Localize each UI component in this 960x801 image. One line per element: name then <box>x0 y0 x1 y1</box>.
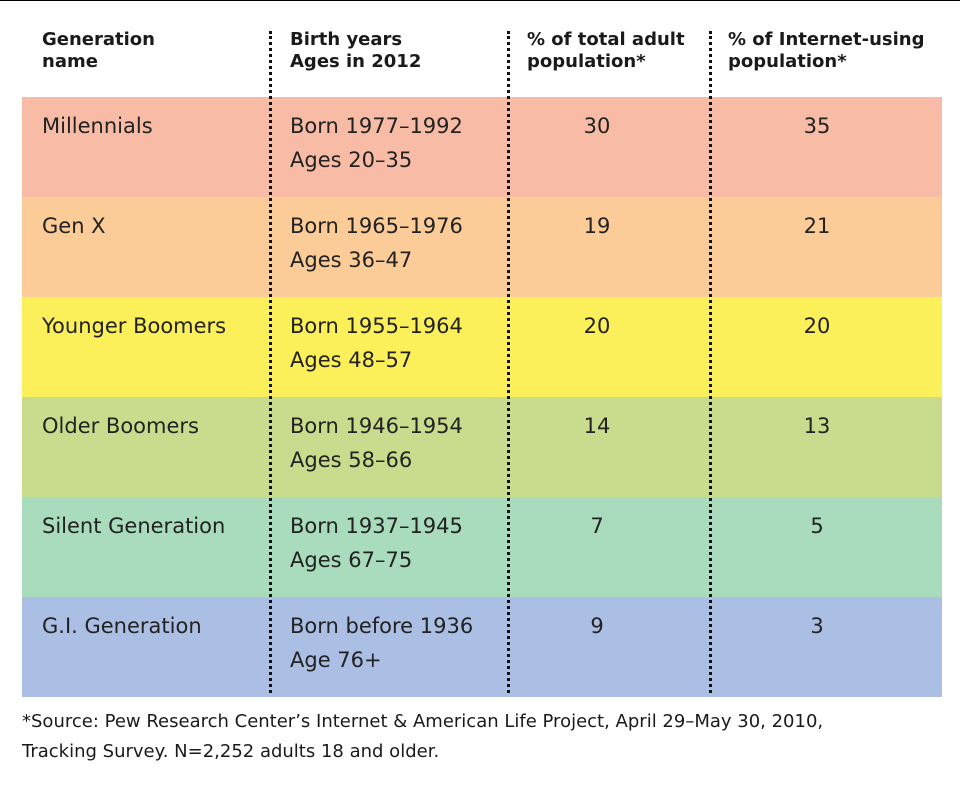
birth-years: Born 1946–1954 Ages 58–66 <box>290 409 463 477</box>
header-line: % of Internet-using <box>728 29 925 50</box>
ages: Ages 58–66 <box>290 448 413 472</box>
pct-internet: 21 <box>803 214 831 238</box>
born: Born before 1936 <box>290 614 474 638</box>
header-col: Birth years Ages in 2012 <box>290 29 421 73</box>
divider <box>507 31 510 693</box>
generation-name: Millennials <box>42 114 153 138</box>
header-line: name <box>42 51 98 72</box>
divider <box>709 31 712 693</box>
born: Born 1937–1945 <box>290 514 463 538</box>
birth-years: Born 1937–1945 Ages 67–75 <box>290 509 463 577</box>
table-row: Gen X Born 1965–1976 Ages 36–47 19 21 <box>22 197 942 297</box>
born: Born 1955–1964 <box>290 314 463 338</box>
ages: Ages 36–47 <box>290 248 413 272</box>
header-line: population* <box>527 51 646 72</box>
pct-adult: 19 <box>583 214 611 238</box>
table-row: Younger Boomers Born 1955–1964 Ages 48–57 2… <box>22 297 942 397</box>
table-row: Silent Generation Born 1937–1945 Ages 67–7… <box>22 497 942 597</box>
generation-name: G.I. Generation <box>42 614 202 638</box>
pct-internet: 20 <box>803 314 831 338</box>
pct-internet: 13 <box>803 414 831 438</box>
table-row: G.I. Generation Born before 1936 Age 76+ 9 3 <box>22 597 942 697</box>
pct-adult: 7 <box>590 514 604 538</box>
generation-name: Silent Generation <box>42 514 226 538</box>
ages: Ages 48–57 <box>290 348 413 372</box>
header-col: % of total adult population* <box>527 29 685 73</box>
ages: Ages 67–75 <box>290 548 413 572</box>
generation-name: Gen X <box>42 214 106 238</box>
table-row: Older Boomers Born 1946–1954 Ages 58–66 14 1… <box>22 397 942 497</box>
pct-adult: 30 <box>583 114 611 138</box>
header-col: Generation name <box>42 29 155 73</box>
header-line: % of total adult <box>527 29 685 50</box>
pct-internet: 35 <box>803 114 831 138</box>
pct-adult: 14 <box>583 414 611 438</box>
born: Born 1946–1954 <box>290 414 463 438</box>
born: Born 1977–1992 <box>290 114 463 138</box>
pct-internet: 5 <box>810 514 824 538</box>
header-line: Birth years <box>290 29 403 50</box>
table-row: Millennials Born 1977–1992 Ages 20–35 30 35 <box>22 97 942 197</box>
header-line: Generation <box>42 29 155 50</box>
pct-adult: 9 <box>590 614 604 638</box>
pct-adult: 20 <box>583 314 611 338</box>
born: Born 1965–1976 <box>290 214 463 238</box>
birth-years: Born 1955–1964 Ages 48–57 <box>290 309 463 377</box>
pct-internet: 3 <box>810 614 824 638</box>
generation-name: Older Boomers <box>42 414 199 438</box>
footnote: *Source: Pew Research Center’s Internet … <box>22 711 824 732</box>
header-line: population* <box>728 51 847 72</box>
header-col: % of Internet-using population* <box>728 29 924 73</box>
generation-name: Younger Boomers <box>42 314 227 338</box>
divider <box>269 31 272 693</box>
header-line: Ages in 2012 <box>290 51 422 72</box>
ages: Ages 20–35 <box>290 148 413 172</box>
footnote: Tracking Survey. N=2,252 adults 18 and o… <box>22 741 440 762</box>
birth-years: Born before 1936 Age 76+ <box>290 609 473 677</box>
birth-years: Born 1977–1992 Ages 20–35 <box>290 109 463 177</box>
birth-years: Born 1965–1976 Ages 36–47 <box>290 209 463 277</box>
ages: Age 76+ <box>290 648 382 672</box>
